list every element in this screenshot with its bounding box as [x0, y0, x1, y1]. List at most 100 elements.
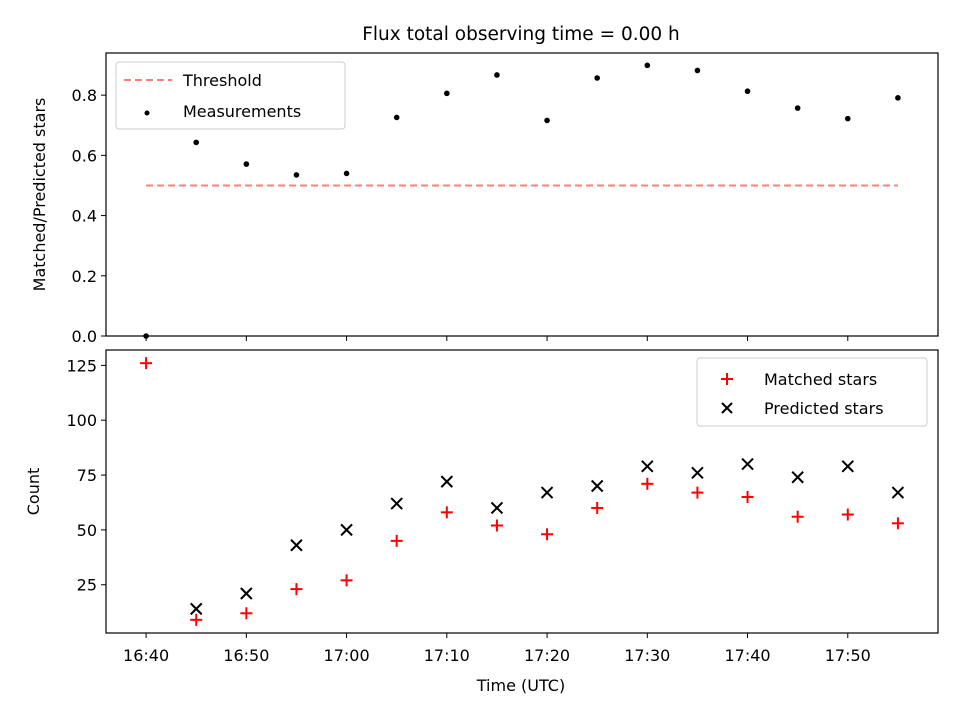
measurement-point — [694, 67, 701, 74]
bottom-x-tick-label: 17:30 — [624, 646, 670, 665]
top-legend: Threshold Measurements — [115, 61, 346, 130]
top-x-ticks — [145, 336, 849, 341]
measurement-point — [193, 139, 200, 146]
predicted-star-stroke-b — [691, 466, 704, 480]
predicted-star-stroke-b — [641, 460, 654, 473]
matched-star-point — [190, 613, 203, 626]
legend-predicted-label: Predicted stars — [764, 399, 884, 418]
matched-star-point — [340, 574, 353, 587]
predicted-star-stroke-b — [490, 501, 504, 515]
bottom-x-tick-label: 17:50 — [825, 646, 871, 665]
predicted-star-stroke-b — [240, 587, 253, 600]
bottom-x-axis-label: Time (UTC) — [476, 676, 565, 695]
top-y-tick-label: 0.4 — [72, 207, 97, 226]
matched-star-point — [691, 486, 704, 499]
top-panel-title: Flux total observing time = 0.00 h — [362, 24, 680, 45]
predicted-star-stroke-b — [390, 497, 403, 510]
predicted-star-point — [641, 460, 654, 473]
measurement-point — [243, 161, 250, 167]
predicted-star-point — [440, 475, 454, 488]
top-axes-frame — [105, 52, 939, 337]
matched-star-point — [390, 534, 403, 547]
bottom-y-tick-label: 25 — [77, 576, 97, 595]
measurement-point — [594, 75, 600, 81]
predicted-star-point — [540, 486, 554, 499]
predicted-star-stroke-b — [340, 523, 353, 537]
top-legend-box — [115, 61, 346, 130]
top-panel: Flux total observing time = 0.00 h 0.0 0.… — [30, 24, 939, 346]
bottom-axes-frame — [105, 349, 939, 634]
matched-star-point — [841, 508, 854, 521]
predicted-star-point — [290, 539, 303, 552]
legend-measurements-label: Measurements — [183, 102, 301, 121]
predicted-star-point — [190, 602, 203, 616]
bottom-panel: 25 50 75 100 125 16:40 16:50 17:00 17:10 17:20 17… — [24, 349, 939, 695]
predicted-star-point — [340, 523, 353, 537]
bottom-x-tick-label: 17:10 — [424, 646, 470, 665]
bottom-y-tick-label: 125 — [66, 356, 97, 375]
legend-matched-label: Matched stars — [764, 370, 877, 389]
predicted-star-stroke-b — [891, 486, 905, 499]
predicted-star-point — [390, 497, 403, 510]
predicted-star-point — [490, 501, 504, 515]
measurement-point — [844, 115, 851, 122]
matched-star-point — [741, 490, 754, 503]
matched-star-point — [140, 357, 153, 370]
legend-matched-swatch — [721, 373, 733, 385]
bottom-x-tick-label: 17:00 — [324, 646, 370, 665]
predicted-star-stroke-b — [741, 457, 754, 471]
bottom-plot-area — [140, 357, 905, 626]
top-y-tick-label: 0.0 — [72, 327, 97, 346]
matched-star-point — [591, 501, 604, 514]
predicted-star-point — [891, 486, 905, 499]
matched-star-point — [541, 528, 554, 541]
predicted-star-point — [841, 460, 854, 473]
top-y-tick-label: 0.2 — [72, 267, 97, 286]
top-y-ticks: 0.0 0.2 0.4 0.6 0.8 — [72, 86, 106, 346]
matched-star-point — [891, 517, 904, 530]
matched-star-point — [440, 506, 453, 519]
measurement-point — [794, 105, 801, 111]
measurement-point — [744, 88, 751, 95]
legend-threshold-label: Threshold — [182, 71, 262, 90]
predicted-star-stroke-b — [190, 602, 203, 616]
legend-predicted-swatch — [721, 402, 733, 414]
predicted-star-stroke-b — [590, 479, 604, 493]
predicted-star-point — [741, 457, 754, 471]
predicted-star-stroke-b — [440, 475, 454, 488]
bottom-legend: Matched stars Predicted stars — [696, 357, 928, 427]
measurement-point — [444, 90, 450, 97]
predicted-star-stroke-b — [540, 486, 554, 499]
bottom-y-axis-label: Count — [24, 468, 43, 516]
measurement-point — [544, 117, 550, 124]
top-y-tick-label: 0.6 — [72, 146, 97, 165]
measurement-point — [293, 172, 300, 178]
matched-star-point — [490, 519, 503, 532]
matched-star-point — [791, 510, 804, 523]
bottom-x-tick-label: 17:20 — [524, 646, 570, 665]
matched-star-point — [641, 477, 654, 490]
measurement-point — [644, 62, 651, 69]
bottom-x-tick-label: 16:40 — [123, 646, 169, 665]
bottom-y-tick-label: 75 — [77, 466, 97, 485]
measurement-point — [895, 95, 901, 101]
bottom-x-tick-label: 16:50 — [223, 646, 269, 665]
predicted-star-point — [240, 587, 253, 600]
legend-measurements-swatch — [144, 110, 150, 116]
bottom-legend-box — [696, 357, 928, 427]
bottom-x-ticks: 16:40 16:50 17:00 17:10 17:20 17:30 17:40 17:50 — [123, 633, 871, 665]
predicted-star-stroke-b — [791, 471, 804, 484]
top-y-axis-label: Matched/Predicted stars — [30, 98, 49, 292]
bottom-y-tick-label: 100 — [66, 411, 97, 430]
bottom-x-tick-label: 17:40 — [724, 646, 770, 665]
measurement-point — [343, 170, 350, 177]
bottom-y-tick-label: 50 — [77, 521, 97, 540]
predicted-star-point — [791, 471, 804, 484]
measurement-point — [494, 72, 500, 78]
measurement-point — [393, 114, 400, 121]
predicted-star-stroke-b — [290, 539, 303, 552]
predicted-star-point — [590, 479, 604, 493]
matched-star-point — [290, 583, 303, 596]
predicted-star-stroke-b — [841, 460, 854, 473]
